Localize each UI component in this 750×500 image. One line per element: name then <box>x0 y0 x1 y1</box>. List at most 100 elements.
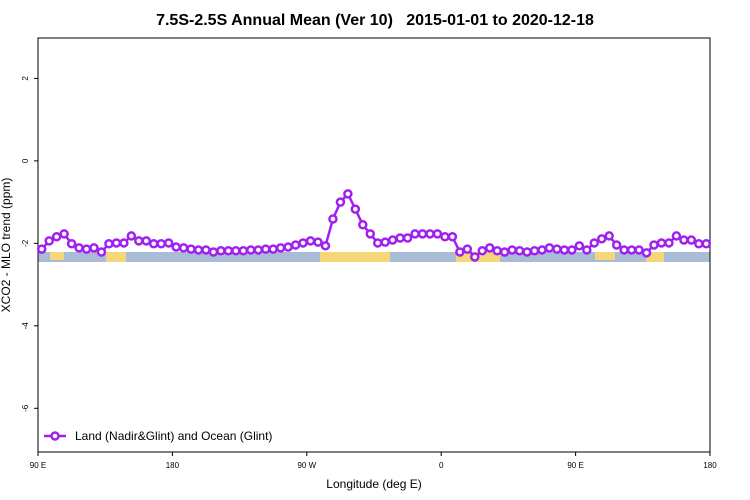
data-point <box>305 236 316 246</box>
x-tick-label: 180 <box>703 461 717 470</box>
data-point <box>529 246 540 256</box>
data-point <box>313 237 323 247</box>
data-point <box>410 229 420 239</box>
data-point <box>201 245 211 255</box>
data-point <box>604 231 614 241</box>
data-point <box>126 231 137 241</box>
y-tick-label: -2 <box>21 239 30 247</box>
data-point <box>163 238 174 248</box>
data-point <box>156 239 166 249</box>
data-point <box>193 245 204 255</box>
y-tick-label: 2 <box>21 76 30 81</box>
data-point <box>186 244 196 254</box>
data-point <box>81 244 92 254</box>
data-point <box>619 245 629 255</box>
data-point <box>335 197 346 207</box>
data-point <box>499 247 510 257</box>
data-point <box>358 220 368 230</box>
series-line <box>40 191 707 259</box>
data-point <box>425 229 435 239</box>
data-point <box>44 236 54 246</box>
land-patch <box>595 252 615 260</box>
data-point <box>290 240 301 250</box>
data-point <box>514 246 525 256</box>
data-point <box>589 238 600 248</box>
data-point <box>238 246 249 256</box>
data-point <box>380 237 390 247</box>
data-point <box>350 204 361 214</box>
data-point <box>275 243 286 253</box>
data-point <box>343 189 353 199</box>
data-point <box>462 244 473 254</box>
data-point <box>148 239 159 249</box>
data-point <box>522 247 532 257</box>
data-point <box>208 247 219 257</box>
land-patch <box>646 252 664 262</box>
data-point <box>178 243 189 253</box>
data-point <box>701 239 712 249</box>
data-point <box>455 247 465 257</box>
data-point <box>626 245 637 255</box>
data-point <box>253 245 264 255</box>
data-point <box>111 238 122 248</box>
x-tick-label: 90 E <box>567 461 583 470</box>
data-point <box>328 214 338 224</box>
data-point <box>507 245 517 255</box>
y-tick-label: 0 <box>21 158 30 163</box>
data-point <box>395 233 405 243</box>
data-point <box>567 245 577 255</box>
data-point <box>656 238 667 248</box>
data-point <box>649 240 659 250</box>
data-point <box>492 246 502 256</box>
x-axis-label: Longitude (deg E) <box>326 477 421 491</box>
y-axis-label: XCO2 - MLO trend (ppm) <box>0 178 13 313</box>
x-tick-label: 90 W <box>297 461 316 470</box>
data-point <box>559 245 570 255</box>
data-point <box>544 243 555 253</box>
data-point <box>51 232 62 242</box>
data-point <box>387 235 398 245</box>
data-point <box>74 243 84 253</box>
data-point <box>641 248 652 258</box>
data-point <box>470 252 480 262</box>
data-point <box>59 229 69 239</box>
data-point <box>484 243 495 253</box>
data-point <box>574 241 585 251</box>
land-patch <box>320 252 390 262</box>
x-tick-label: 180 <box>166 461 180 470</box>
data-point <box>686 235 697 245</box>
data-point <box>372 238 383 248</box>
data-point <box>694 239 704 249</box>
legend-label: Land (Nadir&Glint) and Ocean (Glint) <box>75 429 272 443</box>
map-strip <box>38 252 710 262</box>
chart-title: 7.5S-2.5S Annual Mean (Ver 10) 2015-01-0… <box>156 12 594 29</box>
data-point <box>171 242 181 252</box>
data-point <box>440 232 450 242</box>
data-point <box>417 229 428 239</box>
data-point <box>89 243 99 253</box>
data-point <box>402 233 413 243</box>
data-point <box>216 246 226 256</box>
data-point <box>432 229 443 239</box>
data-point <box>246 245 256 255</box>
data-point <box>582 245 592 255</box>
data-point <box>447 232 458 242</box>
data-point <box>260 244 271 254</box>
y-tick-label: -4 <box>21 322 30 330</box>
data-point <box>611 240 622 250</box>
data-point <box>365 229 376 239</box>
data-point <box>223 246 234 256</box>
data-point <box>298 238 308 248</box>
x-tick-label: 0 <box>439 461 444 470</box>
data-point <box>537 245 547 255</box>
data-point <box>141 236 152 246</box>
data-point <box>96 247 107 257</box>
land-patch <box>50 252 64 260</box>
x-tick-label: 90 E <box>30 461 46 470</box>
data-point <box>231 246 241 256</box>
data-point <box>134 236 144 246</box>
data-point <box>320 241 331 251</box>
data-point <box>679 235 689 245</box>
data-point <box>104 239 114 249</box>
